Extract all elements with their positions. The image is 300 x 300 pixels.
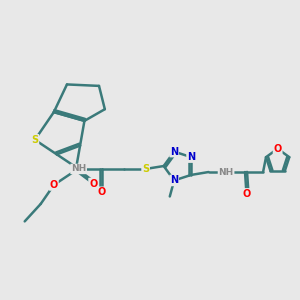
Text: N: N [170,176,178,185]
Text: NH: NH [218,167,234,176]
Text: N: N [170,147,178,157]
Text: S: S [142,164,149,174]
Text: O: O [50,180,58,190]
Text: NH: NH [71,164,86,173]
Text: O: O [274,144,282,154]
Text: S: S [31,135,38,145]
Text: O: O [98,187,106,197]
Text: O: O [242,189,250,199]
Text: O: O [89,178,97,188]
Text: N: N [187,152,195,162]
